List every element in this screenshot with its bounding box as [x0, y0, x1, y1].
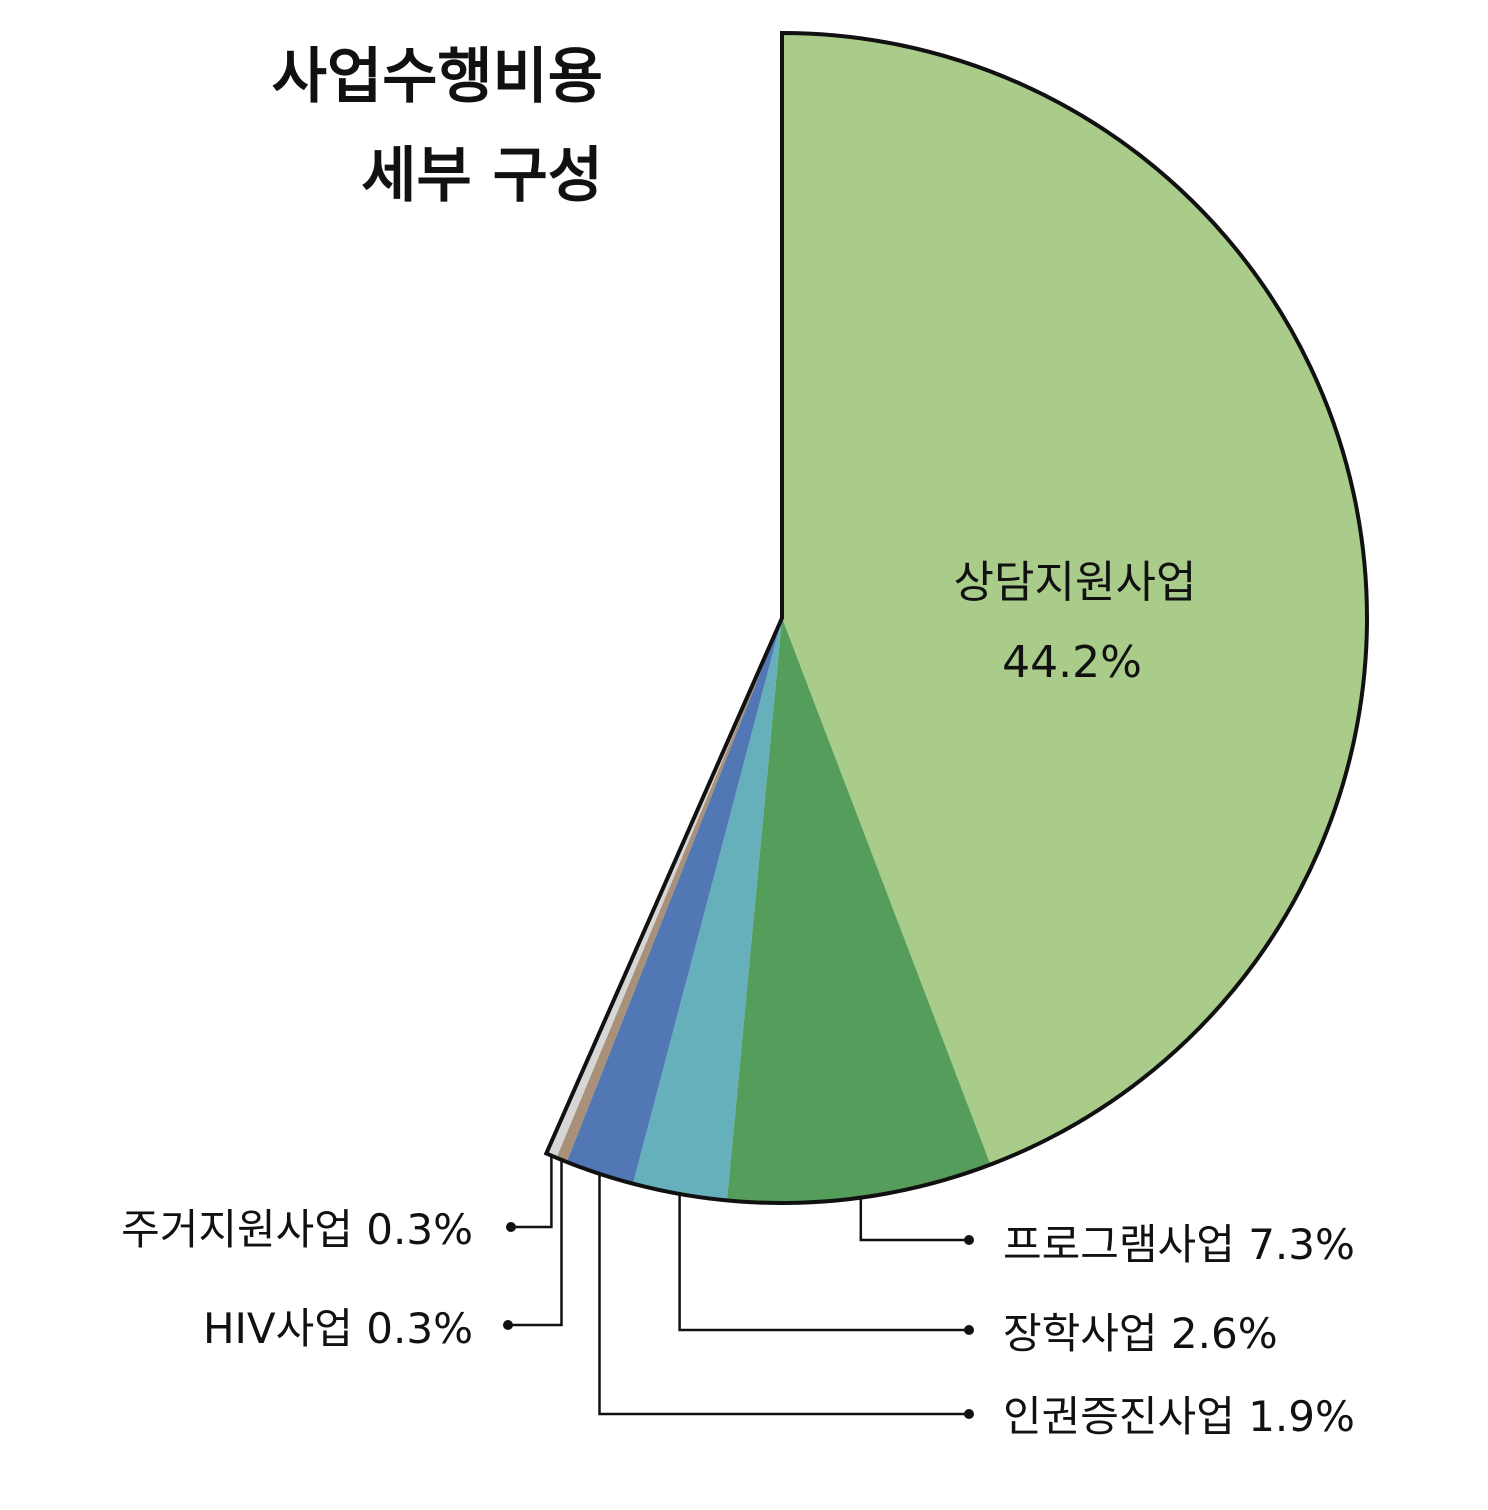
slice-label-value: 44.2% [1002, 637, 1142, 688]
leader-hiv [508, 1159, 563, 1327]
leader-program-dot [964, 1235, 974, 1245]
callout-label-hiv: HIV사업 0.3% [203, 1304, 473, 1353]
pie-slice-scholarship [632, 618, 782, 1201]
callout-label-scholarship: 장학사업 2.6% [1003, 1309, 1278, 1358]
leader-scholarship-dot [964, 1325, 974, 1335]
chart-title-line-2: 세부 구성 [361, 141, 603, 211]
leader-hiv-dot [503, 1320, 513, 1330]
leader-human-rights [598, 1173, 969, 1416]
chart-title-line-1: 사업수행비용 [272, 42, 603, 112]
callout-leaders [503, 1155, 974, 1419]
inner-labels: 상담지원사업 44.2% [954, 557, 1197, 688]
pie-slices [543, 30, 1369, 1205]
pie-slice-hiv [556, 618, 782, 1162]
leader-housing-dot [506, 1222, 516, 1232]
leader-housing [511, 1155, 553, 1229]
pie-outline [543, 30, 1369, 1205]
slice-label-name: 상담지원사업 [954, 557, 1197, 608]
callout-label-program: 프로그램사업 7.3% [1003, 1220, 1355, 1269]
pie-slice-program [726, 618, 991, 1203]
callout-label-housing: 주거지원사업 0.3% [121, 1205, 473, 1254]
leader-human-rights-dot [964, 1409, 974, 1419]
pie-slice-human-rights [566, 618, 782, 1184]
callout-labels: 프로그램사업 7.3% 장학사업 2.6% 인권증진사업 1.9% 주거지원사업… [121, 1205, 1355, 1441]
callout-label-human-rights: 인권증진사업 1.9% [1003, 1392, 1355, 1441]
leader-program [859, 1197, 969, 1242]
pie-slice-counseling [782, 33, 1367, 1165]
leader-scholarship [678, 1194, 969, 1332]
